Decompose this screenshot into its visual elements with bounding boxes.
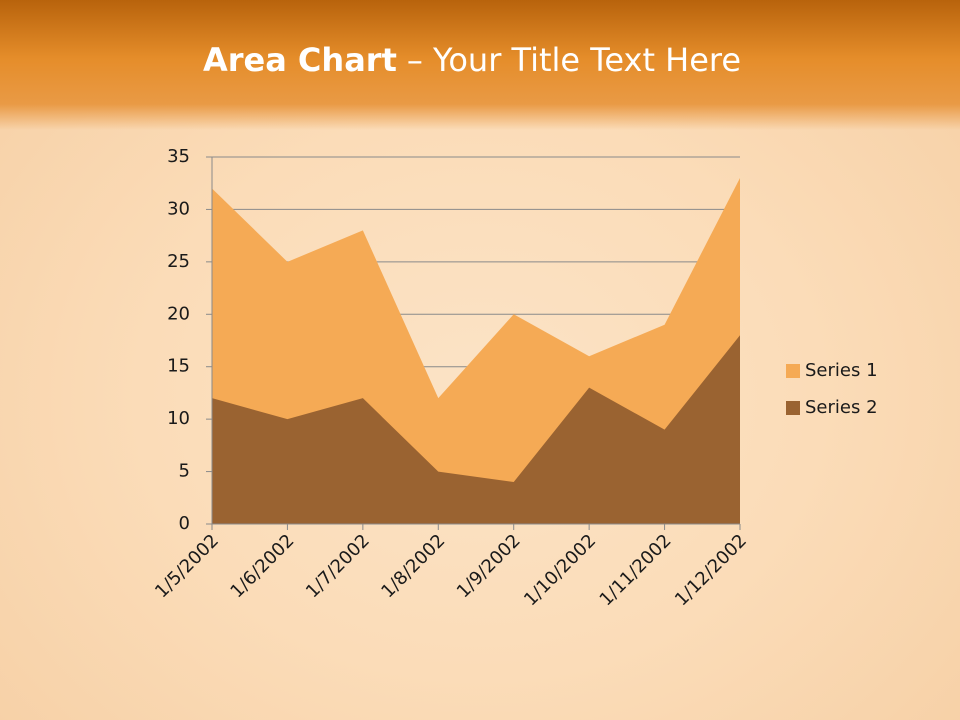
y-tick-label: 35 bbox=[167, 146, 190, 167]
y-tick-label: 10 bbox=[167, 408, 190, 429]
chart-title: Area Chart – Your Title Text Here bbox=[203, 41, 741, 79]
y-tick-label: 30 bbox=[167, 198, 190, 219]
legend-label: Series 1 bbox=[805, 360, 878, 381]
y-tick-label: 5 bbox=[179, 461, 190, 482]
x-tick-label: 1/9/2002 bbox=[453, 530, 525, 602]
y-tick-label: 20 bbox=[167, 303, 190, 324]
y-tick-label: 15 bbox=[167, 356, 190, 377]
y-tick-label: 25 bbox=[167, 251, 190, 272]
title-band bbox=[0, 0, 960, 130]
x-tick-label: 1/12/2002 bbox=[671, 530, 751, 610]
title-rest: – Your Title Text Here bbox=[407, 41, 741, 79]
x-tick-label: 1/10/2002 bbox=[520, 530, 600, 610]
legend-swatch bbox=[786, 364, 800, 378]
title-bold: Area Chart bbox=[203, 41, 397, 79]
x-tick-label: 1/6/2002 bbox=[226, 530, 298, 602]
legend-label: Series 2 bbox=[805, 397, 878, 418]
area bbox=[212, 335, 740, 524]
legend-swatch bbox=[786, 401, 800, 415]
y-tick-label: 0 bbox=[179, 513, 190, 534]
x-tick-label: 1/8/2002 bbox=[377, 530, 449, 602]
x-tick-label: 1/7/2002 bbox=[302, 530, 374, 602]
x-tick-label: 1/5/2002 bbox=[151, 530, 223, 602]
x-tick-label: 1/11/2002 bbox=[596, 530, 676, 610]
